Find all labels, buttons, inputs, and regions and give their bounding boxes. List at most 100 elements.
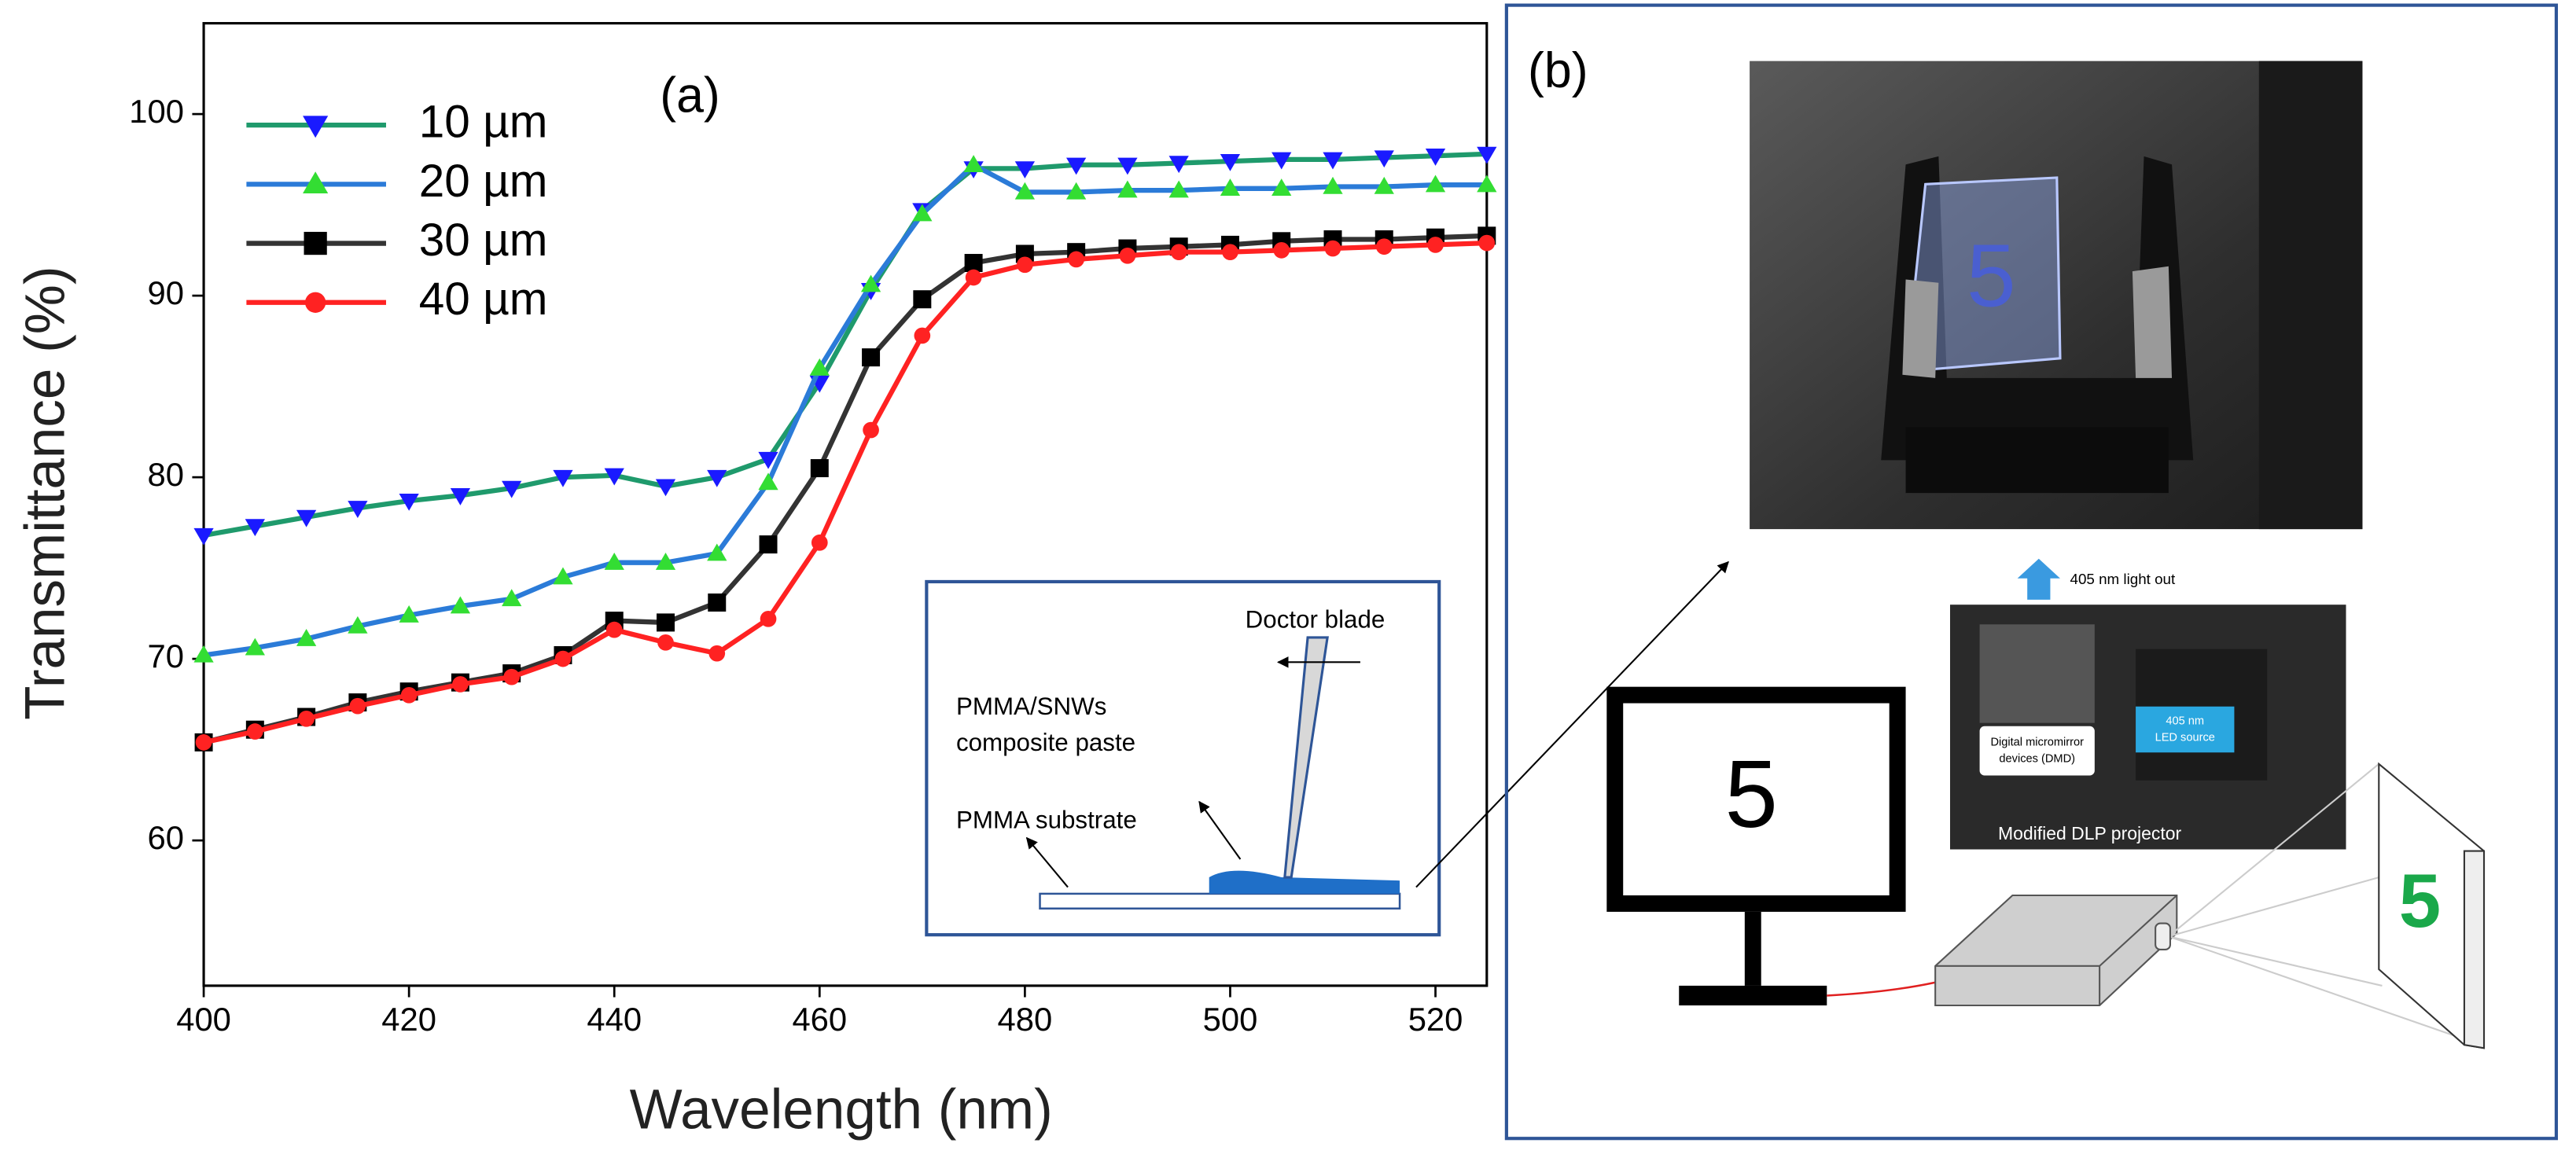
marker [304,292,326,313]
photo-bg [2258,61,2363,530]
marker [1068,251,1084,268]
marker [1375,238,1393,255]
marker [399,493,419,511]
inset-frame [925,579,1441,937]
marker [400,686,418,704]
marker [605,621,623,638]
marker [1168,156,1189,174]
marker [1117,157,1138,175]
marker [1168,180,1189,198]
marker [863,421,879,439]
marker [604,553,624,570]
chart-a: (a) Wavelength (nm) Transmittance (%) 40… [14,22,1497,1141]
arrow [1415,560,1729,888]
holder-base [1905,427,2169,494]
substrate [1039,892,1401,910]
monitor-stand [1744,911,1761,986]
inset-label: PMMA/SNWs [956,693,1106,720]
marker [964,254,983,273]
marker [1271,178,1292,197]
marker [965,269,982,286]
projector-box [1934,894,2178,1007]
marker [759,535,778,554]
projector-edges [1935,895,2178,1005]
series-line [203,240,1487,745]
marker [707,543,727,561]
led-box [2136,706,2235,753]
clips [1902,266,2173,378]
marker [450,488,471,505]
marker [303,116,329,138]
lens [1979,624,2095,723]
cable [1827,981,1936,997]
marker [193,645,214,663]
marker [657,634,674,651]
screen-digit: 5 [2399,859,2441,943]
marker [553,469,573,487]
panel-b: (b) 5 405 nm light out Digital micromirr… [1504,3,2559,1141]
x-tick-label: 460 [792,1001,847,1038]
y-axis-title: Transmittance (%) [14,266,76,719]
paste [1209,870,1400,894]
marker [1271,152,1292,170]
x-tick-label: 400 [176,1001,231,1038]
marker [1273,242,1290,259]
marker [1222,244,1238,261]
projector-label: Modified DLP projector [1998,823,2182,843]
marker [1323,176,1343,194]
marker [1066,182,1087,200]
marker [503,668,521,685]
arrow [1025,836,1069,888]
marker [1477,175,1497,193]
marker [450,596,471,614]
marker [1323,152,1343,170]
monitor-digit: 5 [1724,741,1777,847]
marker [1170,244,1187,261]
marker [245,519,265,537]
marker [913,290,932,309]
inset-label: Doctor blade [1246,605,1386,633]
marker [195,734,212,751]
marker [399,605,419,623]
projector-lens [2155,922,2171,950]
marker [914,327,931,344]
marker [604,468,624,486]
x-tick-label: 500 [1203,1001,1258,1038]
panel-frame [1504,3,2559,1141]
marker [349,697,366,715]
marker [1427,237,1444,253]
holder [1881,156,2194,461]
y-tick-label: 90 [148,274,184,311]
marker [707,469,727,487]
marker [1425,149,1446,166]
marker [655,479,676,497]
panel-label: (b) [1528,43,1588,98]
marker [809,358,830,376]
marker [452,676,469,693]
panel-label: (a) [660,68,720,123]
marker [348,616,368,634]
marker [655,553,676,570]
marker [303,171,329,194]
marker [708,645,726,662]
marker [348,501,368,519]
marker [554,650,572,667]
led-label: LED source [2155,731,2215,744]
marker [1478,234,1496,252]
marker [758,451,778,469]
marker [1017,256,1033,274]
marker [810,459,829,478]
dmd-label: Digital micromirror [1990,737,2084,749]
monitor-base [1679,985,1827,1005]
dmd-box [1979,726,2095,776]
x-tick-label: 480 [998,1001,1053,1038]
marker [1014,161,1036,179]
marker [1374,150,1394,168]
x-tick-label: 440 [587,1001,642,1038]
marker [758,472,778,491]
marker [304,231,327,255]
x-tick-label: 420 [381,1001,436,1038]
marker [296,509,317,527]
marker [1324,240,1341,257]
x-axis-title: Wavelength (nm) [630,1079,1053,1141]
